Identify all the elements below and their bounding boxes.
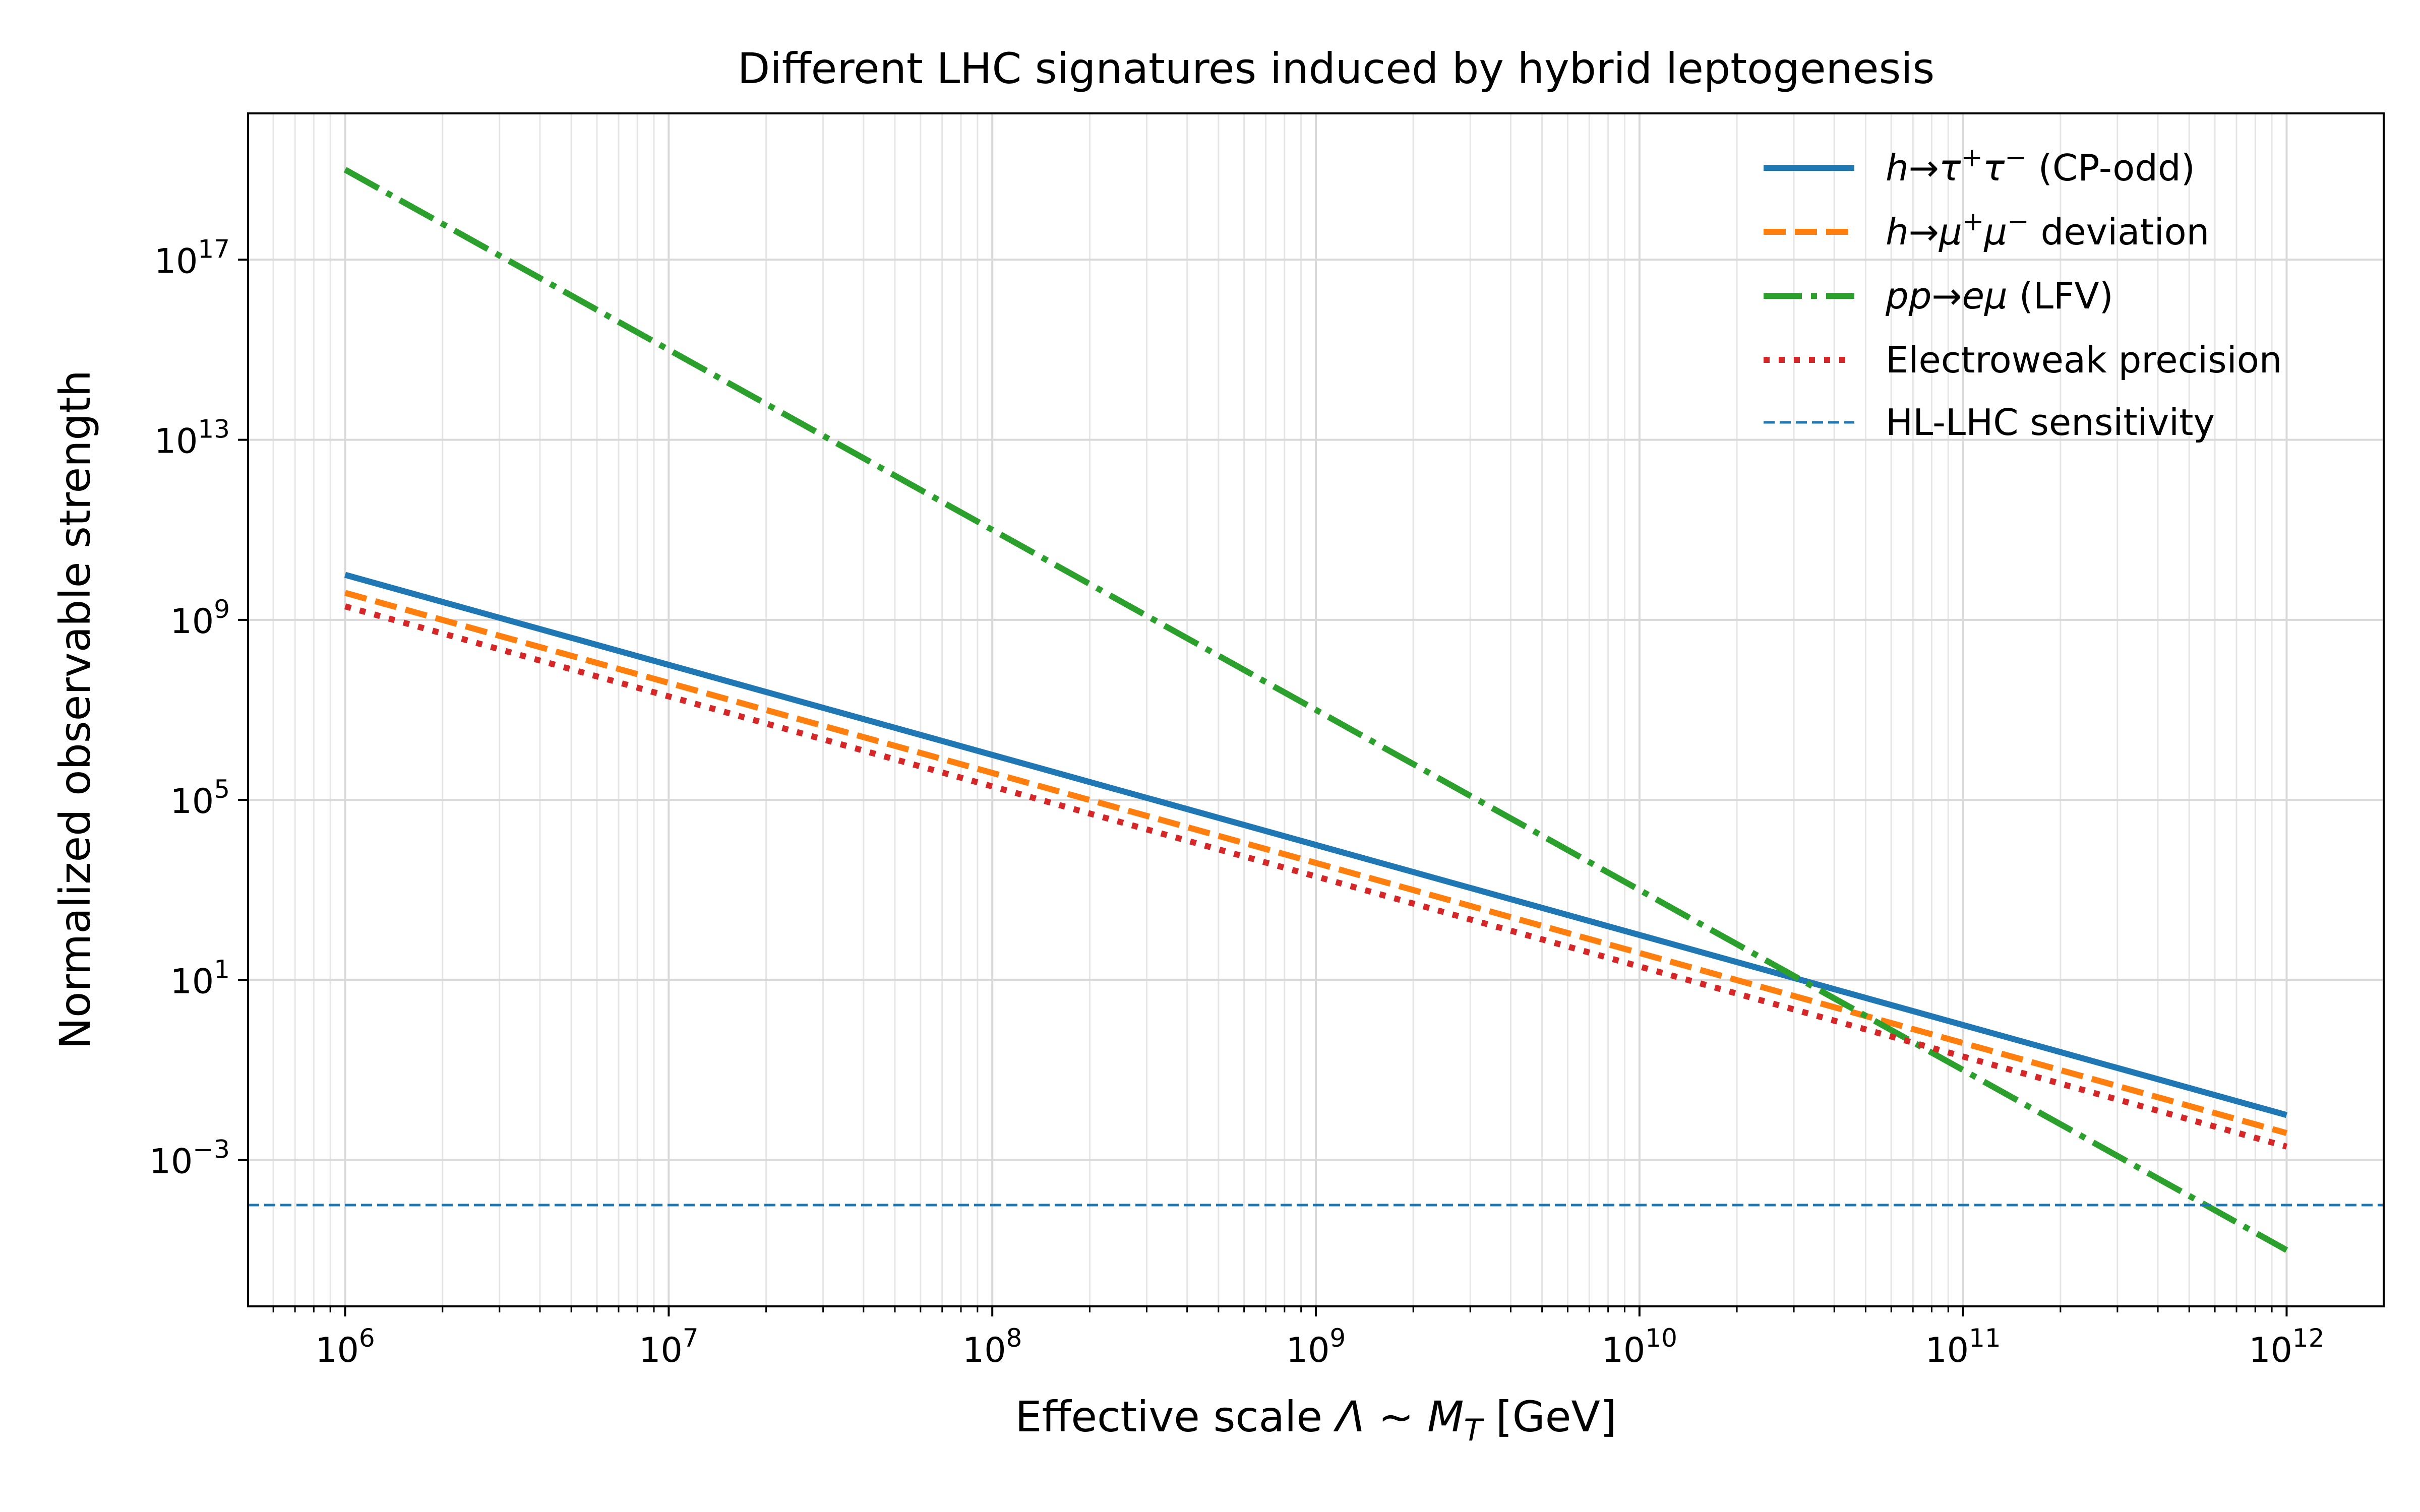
legend-label-ew: Electroweak precision [1886, 339, 2282, 381]
y-tick-label: 1017 [154, 234, 230, 281]
x-axis-title: Effective scale Λ ~ MT [GeV] [1015, 1392, 1616, 1448]
chart-title: Different LHC signatures induced by hybr… [738, 44, 1935, 93]
series-layer [248, 167, 2384, 1253]
legend: h→τ+τ− (CP-odd) h→μ+μ− deviation pp→eμ (… [1764, 143, 2282, 444]
grid [248, 113, 2384, 1306]
y-tick-label: 101 [170, 955, 230, 1001]
series-line-2 [343, 167, 2288, 1253]
legend-label-mu: h→μ+μ− deviation [1886, 207, 2209, 253]
x-tick-label: 108 [962, 1324, 1022, 1370]
series-line-0 [344, 572, 2288, 1118]
x-tick-label: 1012 [2249, 1324, 2324, 1370]
y-tick-label: 109 [170, 595, 230, 642]
x-tick-label: 106 [315, 1324, 375, 1370]
legend-label-lfv: pp→eμ (LFV) [1885, 275, 2113, 317]
series-line-1 [344, 590, 2288, 1136]
x-tick-label: 1011 [1925, 1324, 2001, 1370]
y-axis-title: Normalized observable strength [50, 370, 100, 1049]
x-tick-label: 109 [1286, 1324, 1346, 1370]
y-tick-label: 105 [170, 775, 230, 822]
series-line-3 [344, 603, 2288, 1150]
y-tick-label: 1013 [154, 415, 230, 462]
x-tick-label: 107 [639, 1324, 698, 1370]
y-tick-label: 10−3 [149, 1135, 230, 1182]
legend-label-hl: HL-LHC sensitivity [1886, 401, 2215, 444]
legend-label-tau: h→τ+τ− (CP-odd) [1886, 143, 2195, 189]
x-tick-label: 1010 [1602, 1324, 1677, 1370]
ticks: 106 107 108 109 1010 1011 1012 10−3 101 105 109 101… [149, 234, 2325, 1370]
